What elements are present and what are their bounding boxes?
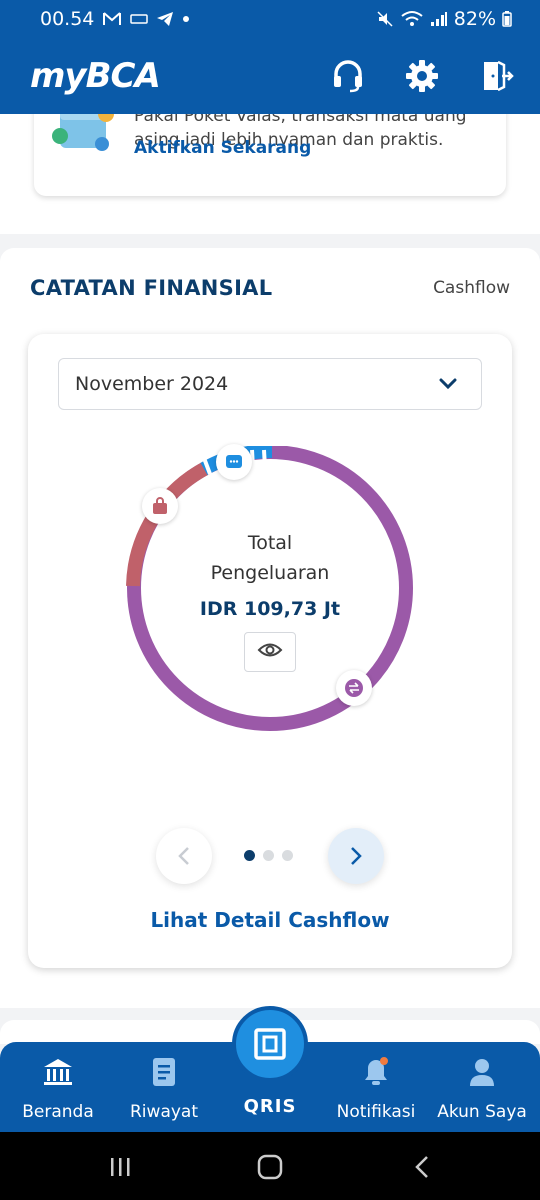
headset-icon[interactable]	[328, 56, 368, 96]
logout-icon[interactable]	[476, 56, 516, 96]
home-icon[interactable]	[250, 1150, 290, 1184]
promo-text: Pakai Poket Valas, transaksi mata uang a…	[134, 114, 467, 150]
battery-text: 82%	[453, 8, 496, 30]
dot-icon	[182, 15, 190, 23]
status-bar: 00.54 82%	[0, 0, 540, 38]
page-dot	[244, 850, 255, 861]
section-title: CATATAN FINANSIAL	[30, 276, 273, 300]
recent-apps-icon[interactable]	[100, 1150, 140, 1184]
wallet-currency-icon	[50, 114, 120, 154]
qris-label[interactable]: QRIS	[243, 1096, 297, 1117]
telegram-icon	[156, 11, 174, 27]
activate-now-link[interactable]: Aktifkan Sekarang	[134, 138, 312, 158]
status-left: 00.54	[40, 8, 190, 30]
nav-label: Beranda	[22, 1102, 94, 1122]
signal-icon	[430, 11, 448, 27]
battery-icon	[502, 11, 512, 27]
logo-prefix: my	[30, 56, 87, 96]
nav-account[interactable]: Akun Saya	[428, 1042, 536, 1132]
bank-icon	[42, 1056, 74, 1088]
settings-gear-icon[interactable]	[402, 56, 442, 96]
bca-notification-icon	[130, 12, 149, 26]
page-indicator	[244, 850, 293, 861]
chat-bubble-icon	[216, 444, 252, 480]
gmail-icon	[102, 11, 122, 27]
nav-home[interactable]: Beranda	[4, 1042, 112, 1132]
chevron-right-icon	[351, 847, 362, 865]
app-header: myBCA	[0, 38, 540, 114]
page-dot	[282, 850, 293, 861]
cashflow-link[interactable]: Cashflow	[433, 278, 510, 298]
back-icon[interactable]	[402, 1150, 442, 1184]
shopping-bag-icon	[142, 488, 178, 524]
mybca-logo: myBCA	[30, 56, 161, 96]
total-label: Total	[247, 532, 293, 554]
segment-gap	[202, 457, 212, 475]
document-icon	[151, 1056, 177, 1088]
qris-button[interactable]	[232, 1006, 308, 1082]
nav-label: Riwayat	[130, 1102, 198, 1122]
page-dot	[263, 850, 274, 861]
nav-notifications[interactable]: Notifikasi	[322, 1042, 430, 1132]
mute-icon	[376, 10, 394, 28]
donut-center: Total Pengeluaran IDR 109,73 Jt	[170, 528, 370, 620]
nav-label: Notifikasi	[336, 1102, 416, 1122]
expense-donut: Total Pengeluaran IDR 109,73 Jt	[28, 443, 512, 746]
header-actions	[328, 56, 516, 96]
segment-gap	[262, 449, 267, 469]
bell-icon	[361, 1056, 391, 1088]
month-dropdown[interactable]: November 2024	[58, 358, 482, 410]
dropdown-value: November 2024	[75, 373, 229, 395]
main-content[interactable]: Pakai Poket Valas, transaksi mata uang a…	[0, 114, 540, 1044]
next-button[interactable]	[328, 828, 384, 884]
status-time: 00.54	[40, 8, 95, 30]
cashflow-card: November 2024	[28, 334, 512, 968]
expense-label: Pengeluaran	[210, 562, 330, 584]
transfer-icon	[336, 670, 372, 706]
status-right: 82%	[376, 8, 512, 30]
nav-label: Akun Saya	[437, 1102, 527, 1122]
wifi-icon	[400, 10, 424, 28]
logo-brand: BCA	[85, 56, 161, 96]
bottom-nav: Beranda Riwayat QRIS Notifikasi Akun Say…	[0, 1006, 540, 1132]
nav-history[interactable]: Riwayat	[110, 1042, 218, 1132]
promo-card[interactable]: Pakai Poket Valas, transaksi mata uang a…	[34, 114, 506, 196]
view-cashflow-detail-link[interactable]: Lihat Detail Cashflow	[150, 908, 390, 932]
user-icon	[467, 1056, 497, 1088]
promo-area: Pakai Poket Valas, transaksi mata uang a…	[0, 114, 540, 234]
total-amount: IDR 109,73 Jt	[199, 598, 341, 620]
chevron-left-icon	[178, 847, 189, 865]
financial-notes-section: CATATAN FINANSIAL Cashflow November 2024	[0, 248, 540, 1008]
pager	[28, 828, 512, 884]
chevron-down-icon	[439, 375, 457, 394]
segment-gap	[250, 449, 255, 469]
system-nav-bar	[0, 1132, 540, 1200]
toggle-visibility-button[interactable]	[244, 632, 296, 672]
eye-icon	[257, 641, 283, 663]
previous-button[interactable]	[156, 828, 212, 884]
qris-scan-icon	[254, 1028, 286, 1060]
